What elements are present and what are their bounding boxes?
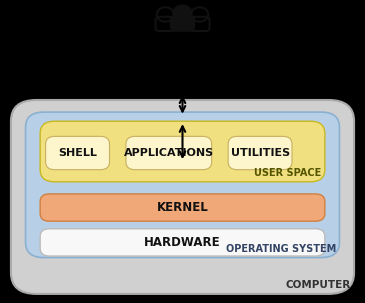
FancyBboxPatch shape xyxy=(11,100,354,294)
Text: OPERATING SYSTEM: OPERATING SYSTEM xyxy=(226,244,336,254)
FancyBboxPatch shape xyxy=(126,136,212,170)
FancyBboxPatch shape xyxy=(40,194,325,221)
Text: APPLICATIONS: APPLICATIONS xyxy=(124,148,214,158)
Text: USER SPACE: USER SPACE xyxy=(254,168,321,178)
FancyBboxPatch shape xyxy=(40,229,325,256)
Text: COMPUTER: COMPUTER xyxy=(285,280,350,290)
Circle shape xyxy=(173,5,192,21)
FancyBboxPatch shape xyxy=(46,136,110,170)
Text: KERNEL: KERNEL xyxy=(157,201,208,214)
Text: HARDWARE: HARDWARE xyxy=(144,236,221,249)
Text: SHELL: SHELL xyxy=(58,148,97,158)
FancyBboxPatch shape xyxy=(171,15,194,31)
Text: UTILITIES: UTILITIES xyxy=(231,148,289,158)
FancyBboxPatch shape xyxy=(228,136,292,170)
FancyBboxPatch shape xyxy=(26,112,339,258)
FancyBboxPatch shape xyxy=(40,121,325,182)
